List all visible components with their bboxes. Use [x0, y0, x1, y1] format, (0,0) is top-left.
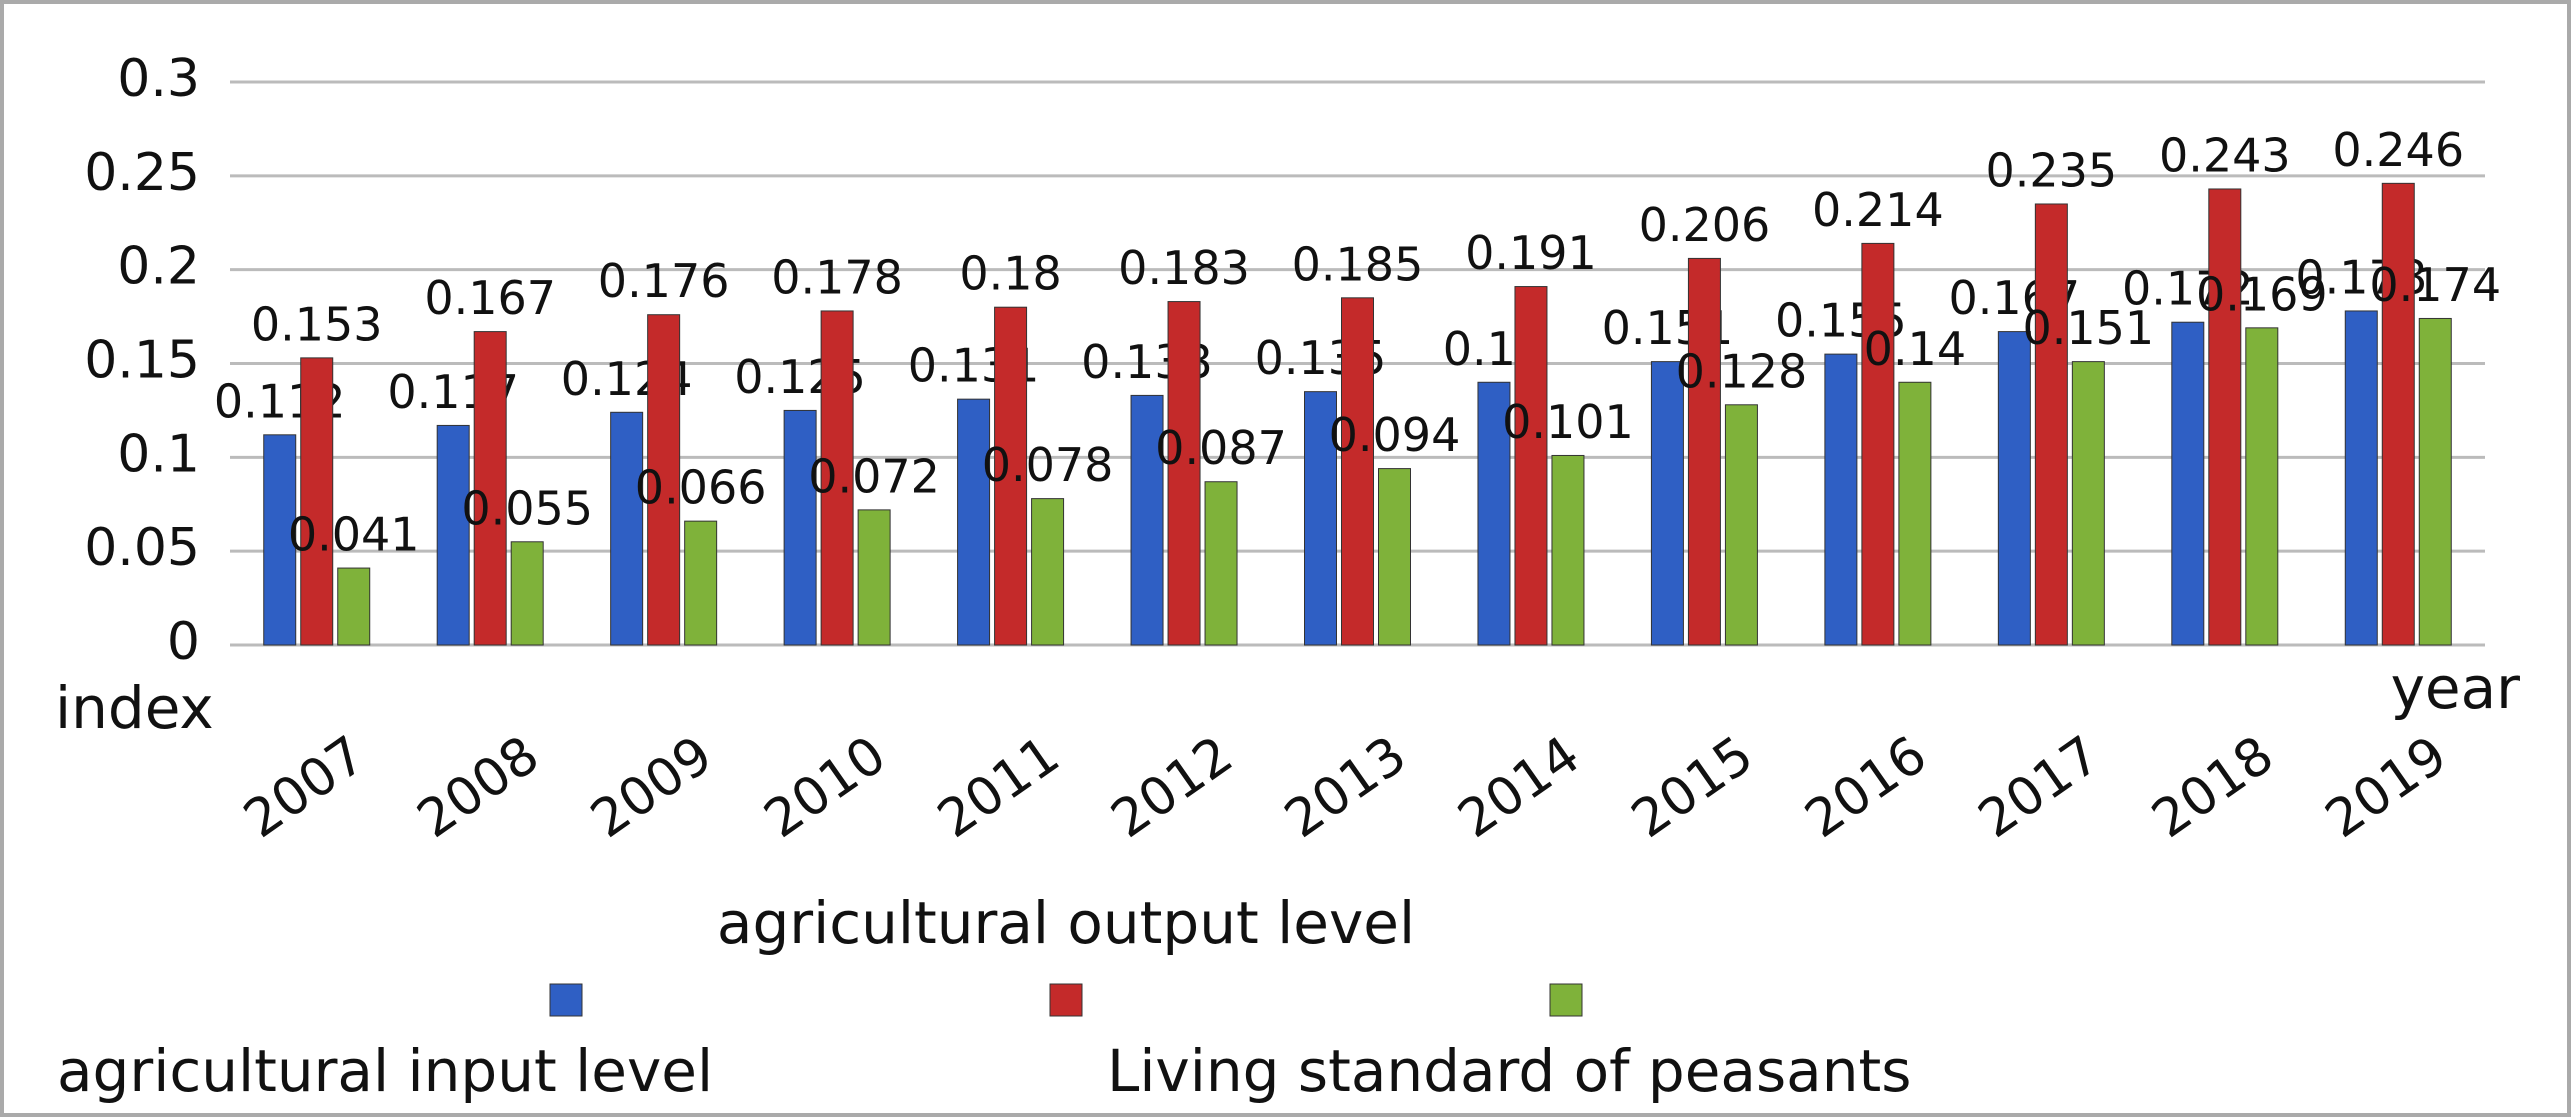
- value-label: 0.153: [251, 297, 383, 351]
- x-axis-label: year: [2391, 654, 2521, 722]
- bar: [1724, 404, 1758, 646]
- value-label: 0.246: [2332, 123, 2464, 177]
- legend-swatch: [549, 983, 583, 1017]
- bar: [994, 306, 1028, 646]
- value-label: 0.066: [635, 461, 767, 515]
- value-label: 0.176: [598, 254, 730, 308]
- bar: [783, 409, 817, 646]
- bar: [684, 520, 718, 646]
- value-label: 0.055: [461, 481, 593, 535]
- bar: [2071, 361, 2105, 646]
- bar: [647, 314, 681, 646]
- bar: [436, 424, 470, 646]
- bar: [2245, 327, 2279, 646]
- value-label: 0.18: [959, 247, 1061, 301]
- bar: [610, 411, 644, 646]
- bar: [1551, 454, 1585, 646]
- bar: [473, 331, 507, 646]
- legend-swatch: [1549, 983, 1583, 1017]
- legend-label: Living standard of peasants: [1107, 1037, 1911, 1105]
- y-tick-label: 0.15: [84, 331, 200, 391]
- value-label: 0.041: [288, 508, 420, 562]
- bar: [1861, 242, 1895, 646]
- bar: [2381, 182, 2415, 646]
- value-label: 0.072: [808, 449, 940, 503]
- bar: [2208, 188, 2242, 646]
- bar: [1650, 361, 1684, 646]
- value-label: 0.174: [2369, 258, 2501, 312]
- value-label: 0.094: [1329, 408, 1461, 462]
- y-tick-label: 0.2: [117, 237, 200, 297]
- legend-swatch: [1049, 983, 1083, 1017]
- bar: [1477, 381, 1511, 646]
- value-label: 0.151: [2022, 301, 2154, 355]
- value-label: 0.178: [771, 250, 903, 304]
- bar: [1687, 257, 1721, 646]
- bar: [1031, 498, 1065, 646]
- y-tick-label: 0: [167, 612, 200, 672]
- bar: [1341, 297, 1374, 646]
- value-label: 0.087: [1155, 421, 1287, 475]
- value-label: 0.235: [1985, 143, 2117, 197]
- bar: [2034, 203, 2068, 646]
- bar: [1378, 468, 1411, 646]
- bar: [1997, 331, 2031, 646]
- value-label: 0.101: [1502, 395, 1634, 449]
- value-label: 0.14: [1864, 322, 1966, 376]
- y-axis-label: index: [55, 674, 214, 742]
- y-tick-label: 0.3: [117, 49, 200, 109]
- value-label: 0.185: [1292, 237, 1424, 291]
- bar: [1304, 391, 1337, 646]
- bar: [300, 357, 334, 646]
- value-label: 0.183: [1118, 241, 1250, 295]
- y-tick-label: 0.1: [117, 424, 200, 484]
- legend-label: agricultural input level: [57, 1037, 713, 1105]
- value-label: 0.078: [982, 438, 1114, 492]
- bar: [2418, 317, 2452, 646]
- value-label: 0.206: [1639, 198, 1771, 252]
- y-tick-label: 0.25: [84, 143, 200, 203]
- value-label: 0.214: [1812, 183, 1944, 237]
- bar: [510, 541, 544, 646]
- bar: [2171, 321, 2205, 646]
- bar: [1167, 301, 1201, 646]
- value-label: 0.191: [1465, 226, 1597, 280]
- bar: [857, 509, 891, 646]
- bar: [1204, 481, 1238, 646]
- bar: [1898, 381, 1932, 646]
- value-label: 0.243: [2159, 128, 2291, 182]
- bar: [1514, 286, 1548, 646]
- bar: [2344, 310, 2378, 646]
- y-tick-label: 0.05: [84, 518, 200, 578]
- bar: [263, 434, 297, 646]
- bar: [820, 310, 854, 646]
- value-label: 0.128: [1676, 344, 1808, 398]
- bar: [1130, 394, 1164, 646]
- value-label: 0.169: [2196, 267, 2328, 321]
- legend-label: agricultural output level: [717, 889, 1415, 957]
- bar: [1824, 353, 1858, 646]
- bar: [337, 567, 371, 646]
- bar: [957, 398, 991, 646]
- value-label: 0.167: [424, 271, 556, 325]
